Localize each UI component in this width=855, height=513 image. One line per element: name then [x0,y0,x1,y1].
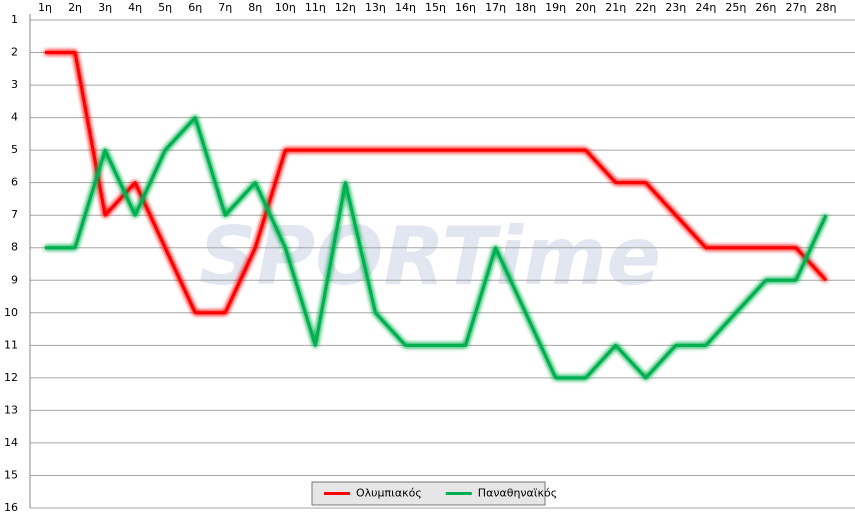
x-tick-label: 28η [815,1,836,14]
x-tick-label: 10η [275,1,296,14]
y-tick-label: 11 [4,338,18,351]
x-tick-label: 26η [755,1,776,14]
x-tick-label: 18η [515,1,536,14]
watermark: SPORTime [199,210,661,303]
x-tick-label: 6η [188,1,202,14]
y-tick-label: 8 [11,241,18,254]
x-tick-label: 21η [605,1,626,14]
x-tick-label: 12η [335,1,356,14]
x-tick-label: 27η [785,1,806,14]
y-tick-label: 16 [4,501,18,513]
x-tick-label: 25η [725,1,746,14]
x-tick-label: 17η [485,1,506,14]
x-tick-label: 15η [425,1,446,14]
y-tick-label: 9 [11,273,18,286]
x-tick-label: 1η [38,1,52,14]
x-tick-label: 4η [128,1,142,14]
legend-box [311,481,546,506]
y-tick-label: 1 [11,13,18,26]
y-tick-label: 7 [11,208,18,221]
x-tick-label: 3η [98,1,112,14]
y-tick-label: 4 [11,111,18,124]
y-tick-label: 13 [4,403,18,416]
y-tick-label: 6 [11,176,18,189]
legend-label: Ολυμπιακός [356,487,422,500]
x-tick-label: 19η [545,1,566,14]
y-tick-label: 3 [11,78,18,91]
x-tick-label: 11η [305,1,326,14]
y-tick-label: 12 [4,371,18,384]
series-line [45,116,828,380]
y-tick-label: 14 [4,436,18,449]
x-tick-label: 22η [635,1,656,14]
x-tick-label: 23η [665,1,686,14]
series-line [45,51,828,315]
x-tick-label: 14η [395,1,416,14]
x-tick-label: 13η [365,1,386,14]
x-tick-label: 16η [455,1,476,14]
x-tick-label: 7η [218,1,232,14]
x-tick-label: 24η [695,1,716,14]
x-tick-label: 5η [158,1,172,14]
y-tick-label: 10 [4,306,18,319]
x-tick-label: 2η [68,1,82,14]
legend-label: Παναθηναϊκός [478,487,557,500]
x-tick-label: 20η [575,1,596,14]
y-tick-label: 2 [11,46,18,59]
y-tick-label: 15 [4,468,18,481]
y-tick-label: 5 [11,143,18,156]
x-tick-label: 8η [248,1,262,14]
